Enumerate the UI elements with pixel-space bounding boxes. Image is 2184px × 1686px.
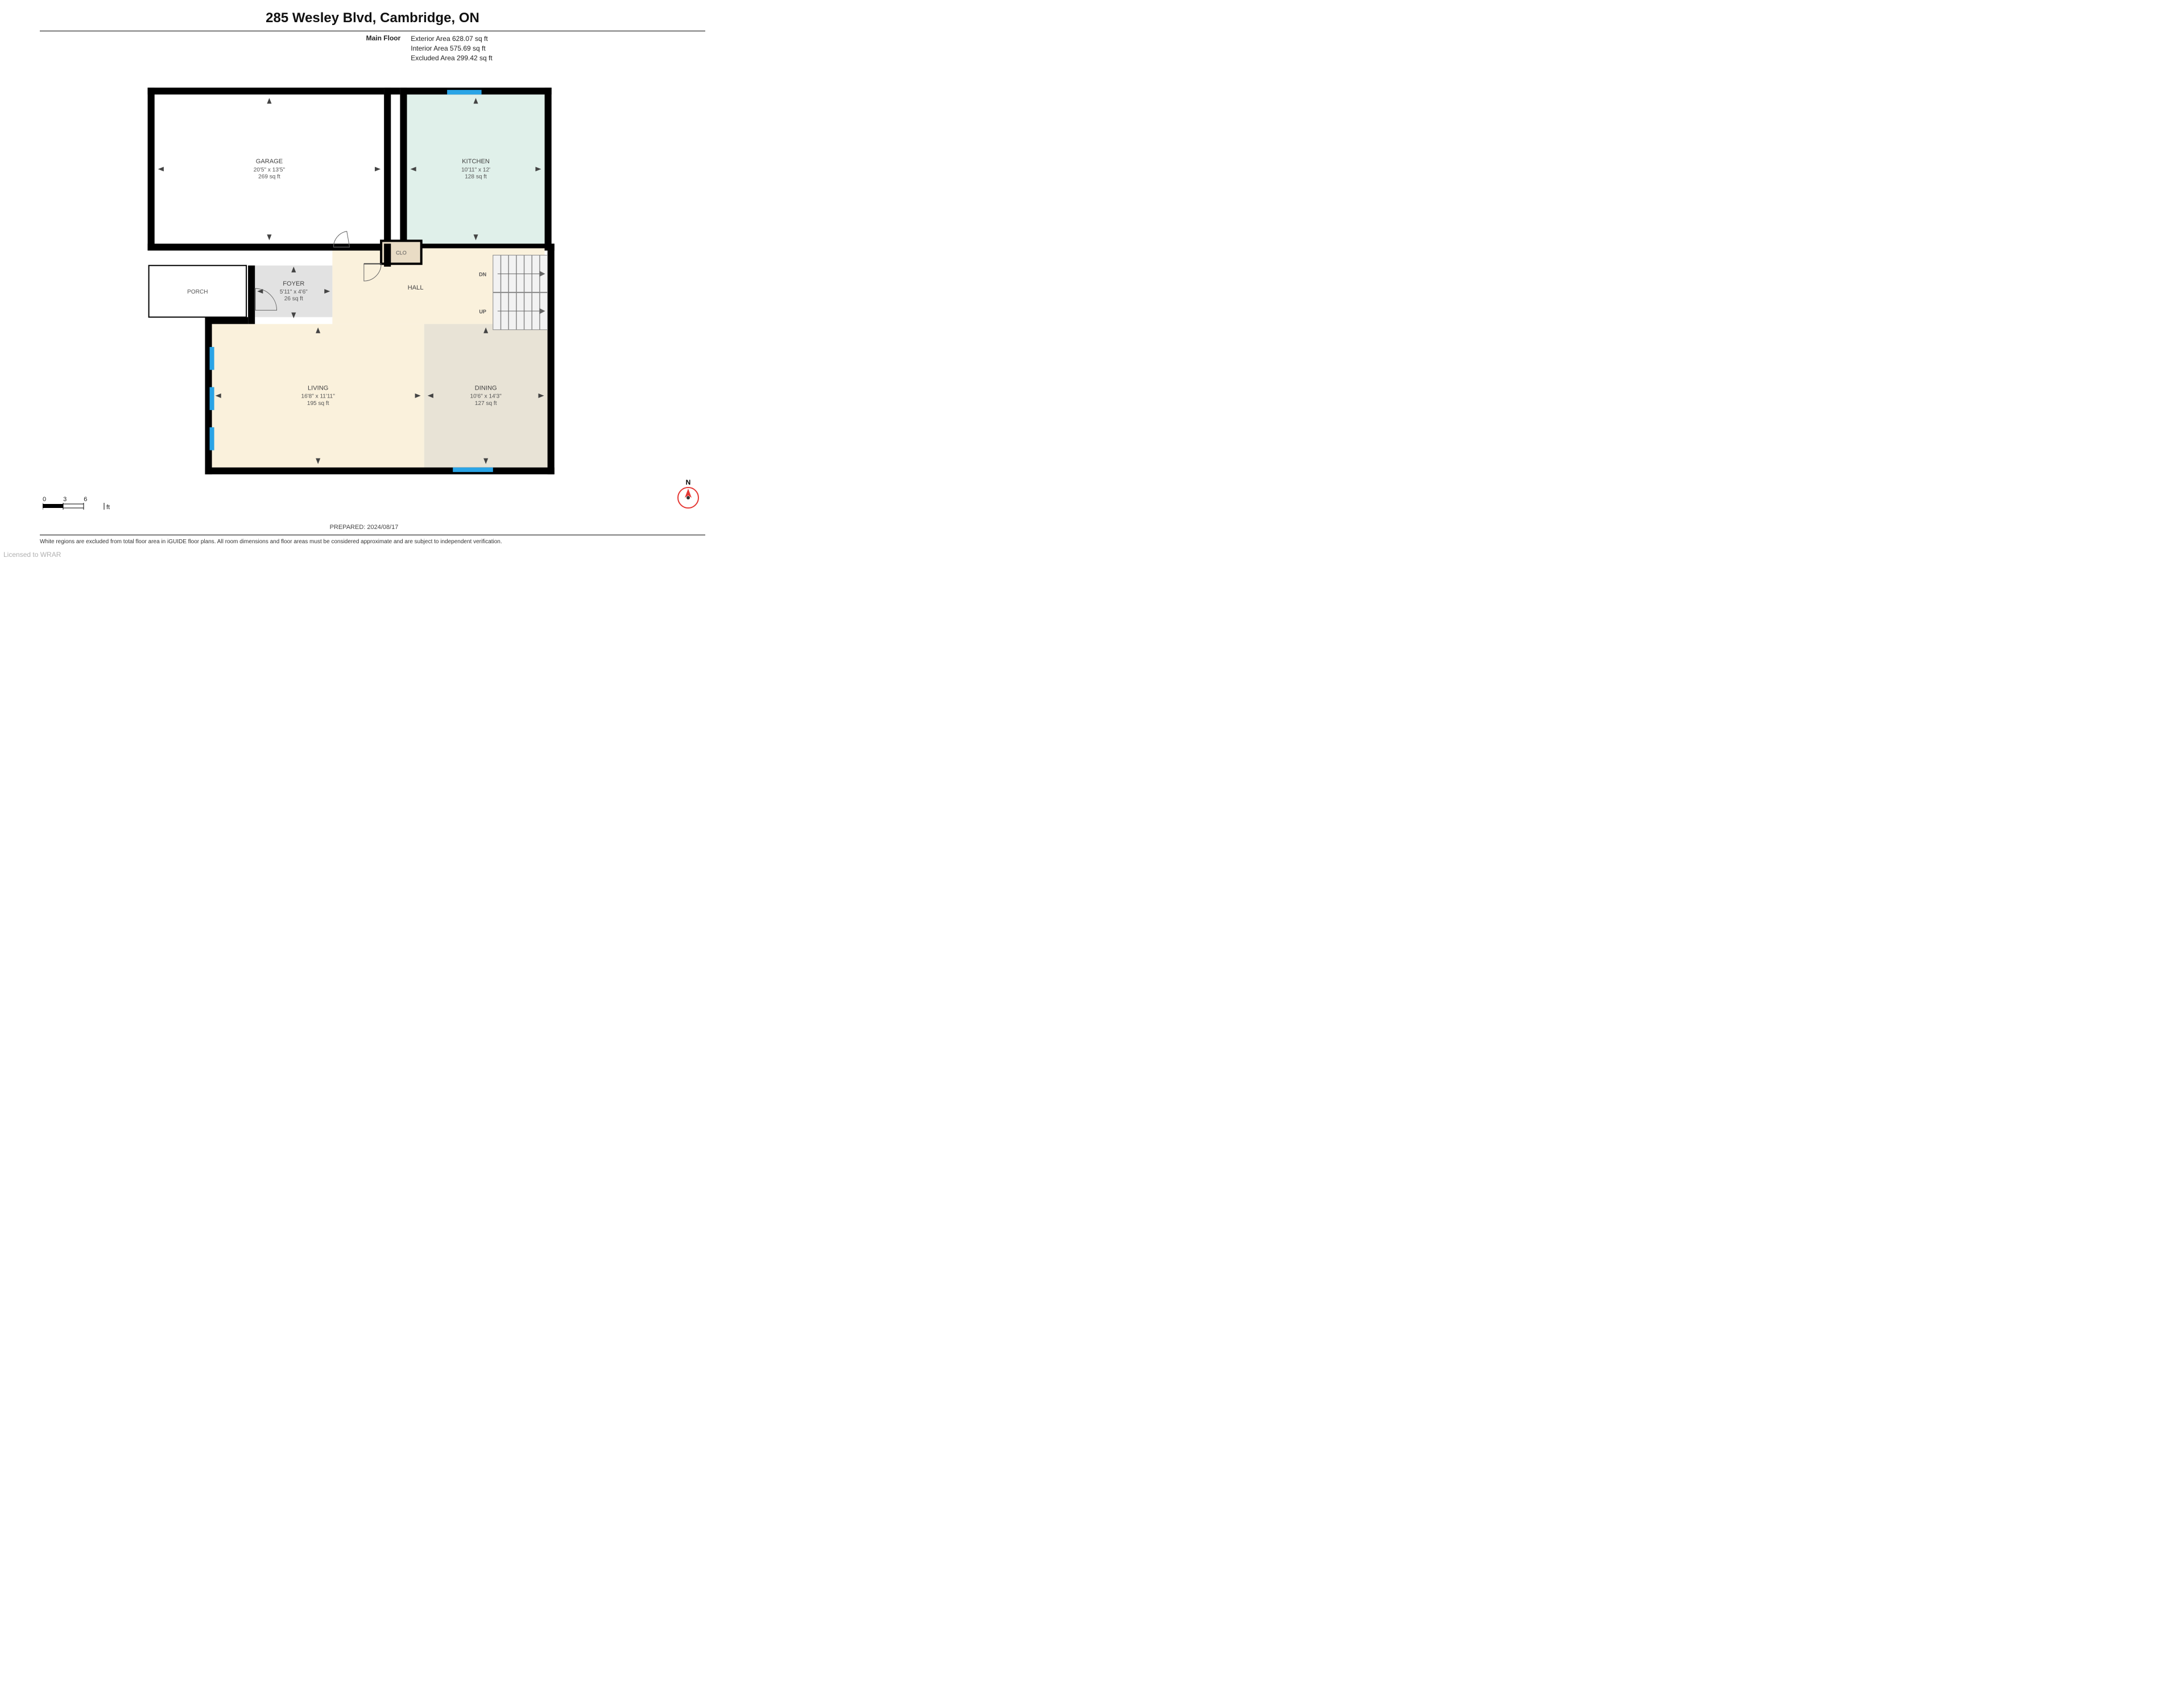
excluded-area: Excluded Area 299.42 sq ft [411,53,492,63]
exterior-area: Exterior Area 628.07 sq ft [411,34,492,44]
svg-text:LIVING: LIVING [308,385,328,392]
svg-text:16'8" x 11'11": 16'8" x 11'11" [301,394,335,400]
svg-text:DN: DN [479,271,486,277]
floor-label: Main Floor [253,34,400,63]
svg-text:195 sq ft: 195 sq ft [307,400,329,407]
floorplan-stage: DN UP GARAGE 20'5" x 13'5"269 sq ft KITCHEN 1… [40,63,705,505]
compass-icon [677,486,700,509]
svg-text:PORCH: PORCH [187,289,208,295]
page-wrap: 285 Wesley Blvd, Cambridge, ON Main Floo… [40,0,705,545]
prepared-date: PREPARED: 2024/08/17 [0,524,728,531]
compass: N [677,478,700,512]
scale-0: 0 [43,496,46,503]
svg-text:CLO: CLO [396,250,407,256]
floorplan-svg: DN UP GARAGE 20'5" x 13'5"269 sq ft KITCHEN 1… [40,63,705,505]
svg-text:GARAGE: GARAGE [256,158,283,165]
scale-3: 3 [63,496,67,503]
disclaimer: White regions are excluded from total fl… [40,535,705,545]
scale-6: 6 [84,496,87,503]
svg-text:127 sq ft: 127 sq ft [475,400,497,407]
svg-text:128 sq ft: 128 sq ft [465,173,487,180]
svg-text:DINING: DINING [475,385,497,392]
watermark: Licensed to WRAR [3,551,61,559]
svg-text:UP: UP [479,309,486,315]
compass-label: N [677,478,700,486]
area-values: Exterior Area 628.07 sq ft Interior Area… [411,34,492,63]
svg-text:KITCHEN: KITCHEN [462,158,490,165]
floor-meta: Main Floor Exterior Area 628.07 sq ft In… [40,34,705,63]
svg-text:10'6" x 14'3": 10'6" x 14'3" [470,394,502,400]
scale-bar-svg [43,503,105,511]
scale-unit: ft [106,504,110,511]
svg-text:269 sq ft: 269 sq ft [258,173,280,180]
svg-text:26 sq ft: 26 sq ft [284,296,303,302]
page-title: 285 Wesley Blvd, Cambridge, ON [40,0,705,31]
svg-text:FOYER: FOYER [283,280,304,287]
interior-area: Interior Area 575.69 sq ft [411,44,492,53]
svg-text:5'11" x 4'6": 5'11" x 4'6" [280,289,308,295]
scale-bar: 0 3 6 ft [43,496,105,511]
svg-text:10'11" x 12': 10'11" x 12' [461,167,490,173]
svg-text:20'5" x 13'5": 20'5" x 13'5" [254,167,286,173]
svg-text:HALL: HALL [408,284,424,291]
